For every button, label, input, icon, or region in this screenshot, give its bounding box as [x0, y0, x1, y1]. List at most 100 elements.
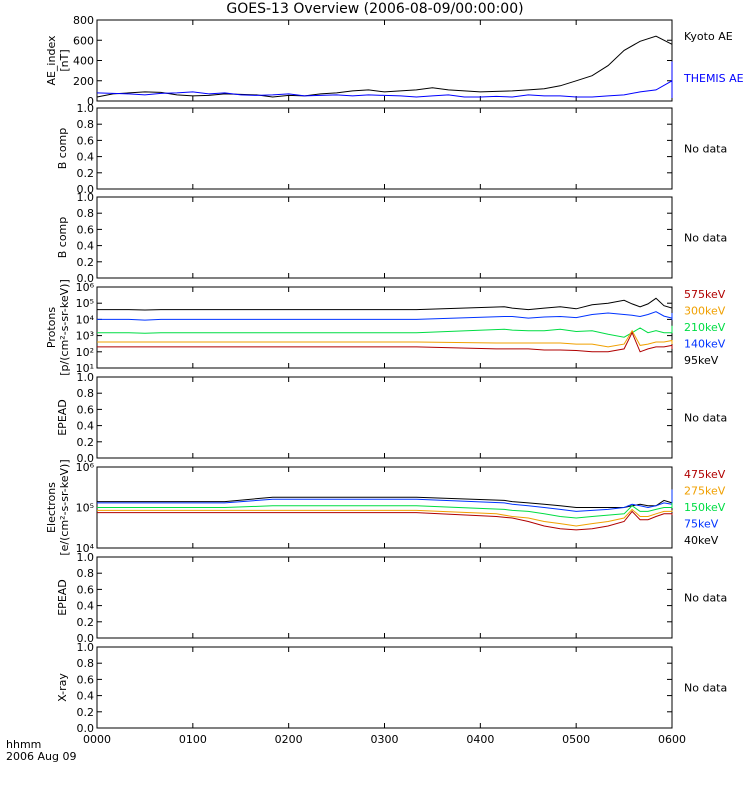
- y-tick-label: 10⁵: [76, 502, 94, 515]
- plot-frame: [96, 286, 673, 369]
- y-tick-label: 1.0: [77, 102, 95, 115]
- plot-frame: [96, 107, 673, 190]
- y-tick-label: 0.6: [77, 403, 95, 416]
- panel-8: 0.0 0.2 0.4 0.6 0.8 1.0 X-ray No data: [56, 641, 727, 735]
- series-300kev: [97, 329, 673, 348]
- y-axis-label: Electrons: [45, 482, 58, 533]
- y-tick-label: 0.0: [77, 722, 95, 735]
- y-tick-label: 0.6: [77, 134, 95, 147]
- y-tick-label: 10⁶: [76, 461, 95, 474]
- y-axis-label: AE_index: [45, 35, 58, 86]
- panel-3: 0.0 0.2 0.4 0.6 0.8 1.0 B comp No data: [56, 191, 727, 285]
- y-tick-label: 0.2: [77, 256, 95, 269]
- no-data-label: No data: [684, 412, 727, 425]
- y-tick-label: 0.4: [77, 151, 95, 164]
- y-tick-label: 0.4: [77, 240, 95, 253]
- legend-entry: 210keV: [684, 321, 726, 334]
- x-tick-label: 0300: [371, 733, 399, 746]
- y-tick-label: 10³: [76, 330, 94, 343]
- legend-entry: 275keV: [684, 485, 726, 498]
- y-tick-label: 0.2: [77, 706, 95, 719]
- y-tick-label: 0.0: [77, 183, 95, 196]
- no-data-label: No data: [684, 682, 727, 695]
- series-75kev: [97, 489, 673, 512]
- y-tick-label: 600: [73, 34, 94, 47]
- y-tick-label: 0.8: [77, 118, 95, 131]
- series-150kev: [97, 502, 673, 519]
- legend-entry: THEMIS AE: [683, 72, 744, 85]
- legend-entry: 40keV: [684, 534, 719, 547]
- legend-entry: 150keV: [684, 501, 726, 514]
- y-tick-label: 0.6: [77, 673, 95, 686]
- y-axis-label: X-ray: [56, 673, 69, 702]
- y-tick-label: 0.8: [77, 657, 95, 670]
- y-tick-label: 1.0: [77, 191, 95, 204]
- y-tick-label: 1.0: [77, 551, 95, 564]
- y-axis-label: B comp: [56, 217, 69, 259]
- series-40kev: [97, 467, 673, 508]
- y-tick-label: 0.8: [77, 207, 95, 220]
- y-tick-label: 0: [87, 95, 94, 108]
- x-tick-label: 0400: [466, 733, 494, 746]
- y-tick-label: 10¹: [76, 362, 94, 375]
- plot-frame: [96, 646, 673, 729]
- plot-frame: [96, 196, 673, 279]
- y-axis-label: EPEAD: [56, 579, 69, 616]
- plot-frame: [96, 376, 673, 459]
- date-label: 2006 Aug 09: [6, 750, 77, 763]
- time-axis-unit: hhmm: [6, 738, 42, 751]
- y-tick-label: 0.2: [77, 436, 95, 449]
- y-axis-label: B comp: [56, 128, 69, 170]
- series-95kev: [97, 297, 673, 311]
- y-axis-label: [nT]: [58, 49, 71, 71]
- panel-4: 10¹ 10² 10³ 10⁴ 10⁵ 10⁶ Protons [p/(cm²-s-sr-ke…: [45, 279, 726, 376]
- plot-frame: [96, 19, 673, 102]
- no-data-label: No data: [684, 143, 727, 156]
- y-tick-label: 0.6: [77, 583, 95, 596]
- x-tick-label: 0600: [658, 733, 686, 746]
- y-tick-label: 10⁴: [76, 542, 95, 555]
- legend-entry: 95keV: [684, 354, 719, 367]
- series-275kev: [97, 508, 673, 527]
- chart-title: GOES-13 Overview (2006-08-09/00:00:00): [226, 1, 524, 17]
- y-axis-label: Protons: [45, 307, 58, 348]
- legend-entry: 140keV: [684, 338, 726, 351]
- y-tick-label: 200: [73, 75, 94, 88]
- no-data-label: No data: [684, 232, 727, 245]
- legend-entry: Kyoto AE: [684, 30, 733, 43]
- series-475kev: [97, 510, 673, 531]
- y-tick-label: 10²: [76, 346, 94, 359]
- legend-entry: 300keV: [684, 305, 726, 318]
- no-data-label: No data: [684, 592, 727, 605]
- y-tick-label: 0.0: [77, 272, 95, 285]
- series-140kev: [97, 311, 673, 321]
- y-axis-label: [e/(cm²-s-sr-keV)]: [58, 459, 71, 555]
- y-tick-label: 0.0: [77, 632, 95, 645]
- panel-7: 0.0 0.2 0.4 0.6 0.8 1.0 EPEAD No data: [56, 551, 727, 645]
- y-tick-label: 1.0: [77, 371, 95, 384]
- panel-6: 10⁴ 10⁵ 10⁶ Electrons [e/(cm²-s-sr-keV)] 475k…: [45, 459, 726, 555]
- panel-1: 0 200 400 600 800 AE_index [nT] Kyoto AE THEMIS …: [45, 14, 744, 108]
- y-tick-label: 800: [73, 14, 94, 27]
- series-kyoto-ae: [96, 35, 673, 99]
- y-tick-label: 0.2: [77, 167, 95, 180]
- y-tick-label: 1.0: [77, 641, 95, 654]
- legend-entry: 75keV: [684, 518, 719, 531]
- x-tick-label: 0500: [562, 733, 590, 746]
- y-tick-label: 400: [73, 55, 94, 68]
- y-tick-label: 0.4: [77, 600, 95, 613]
- y-tick-label: 0.4: [77, 690, 95, 703]
- y-axis-label: EPEAD: [56, 399, 69, 436]
- x-tick-label: 0200: [275, 733, 303, 746]
- panel-2: 0.0 0.2 0.4 0.6 0.8 1.0 B comp No data: [56, 102, 727, 196]
- series-575kev: [97, 331, 673, 353]
- y-tick-label: 0.8: [77, 567, 95, 580]
- y-axis-label: [p/(cm²-s-sr-keV)]: [58, 279, 71, 376]
- y-tick-label: 0.8: [77, 387, 95, 400]
- y-tick-label: 0.0: [77, 452, 95, 465]
- y-tick-label: 0.6: [77, 223, 95, 236]
- panel-5: 0.0 0.2 0.4 0.6 0.8 1.0 EPEAD No data: [56, 371, 727, 465]
- y-tick-label: 10⁶: [76, 281, 95, 294]
- y-tick-label: 0.2: [77, 616, 95, 629]
